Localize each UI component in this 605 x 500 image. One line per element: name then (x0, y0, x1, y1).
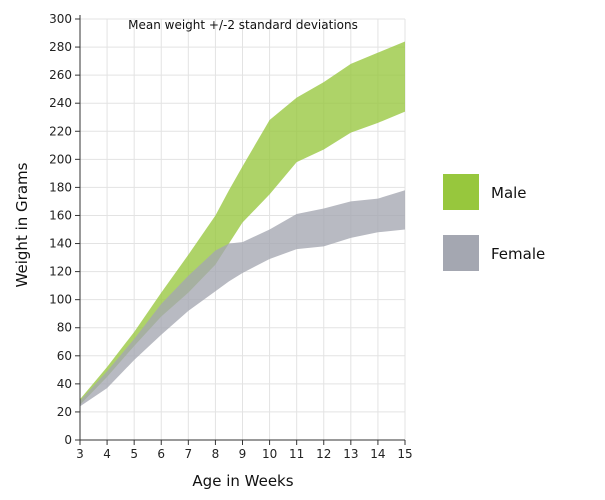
y-tick-label-200: 200 (49, 152, 72, 166)
y-tick-label-80: 80 (57, 321, 72, 335)
y-tick-label-280: 280 (49, 40, 72, 54)
y-axis-label: Weight in Grams (13, 162, 31, 287)
x-tick-label-12: 12 (316, 447, 331, 461)
y-tick-label-120: 120 (49, 265, 72, 279)
x-tick-label-5: 5 (130, 447, 138, 461)
x-tick-label-14: 14 (370, 447, 385, 461)
x-tick-label-4: 4 (103, 447, 111, 461)
band-female (80, 190, 405, 407)
y-tick-label-60: 60 (57, 349, 72, 363)
y-tick-label-160: 160 (49, 208, 72, 222)
x-tick-label-6: 6 (157, 447, 165, 461)
y-tick-label-300: 300 (49, 12, 72, 26)
x-tick-label-3: 3 (76, 447, 84, 461)
y-ticks: 0 20 40 60 80 100 120 140 160 180 200 220 240 260 280 3… (49, 12, 80, 447)
y-tick-label-20: 20 (57, 405, 72, 419)
y-tick-label-260: 260 (49, 68, 72, 82)
x-tick-label-9: 9 (239, 447, 247, 461)
bands (80, 41, 405, 407)
y-tick-label-140: 140 (49, 237, 72, 251)
x-tick-label-10: 10 (262, 447, 277, 461)
x-tick-label-15: 15 (397, 447, 412, 461)
legend-label-female: Female (491, 245, 545, 263)
legend: Male Female (443, 174, 545, 271)
y-tick-label-40: 40 (57, 377, 72, 391)
x-ticks: 3 4 5 6 7 8 9 10 11 12 13 14 15 (76, 440, 413, 461)
y-tick-label-0: 0 (64, 433, 72, 447)
legend-label-male: Male (491, 184, 527, 202)
x-tick-label-7: 7 (185, 447, 193, 461)
y-tick-label-240: 240 (49, 96, 72, 110)
legend-swatch-male (443, 174, 479, 210)
x-tick-label-13: 13 (343, 447, 358, 461)
y-tick-label-220: 220 (49, 124, 72, 138)
legend-swatch-female (443, 235, 479, 271)
y-tick-label-180: 180 (49, 180, 72, 194)
y-tick-label-100: 100 (49, 293, 72, 307)
x-tick-label-8: 8 (212, 447, 220, 461)
x-tick-label-11: 11 (289, 447, 304, 461)
x-axis-label: Age in Weeks (192, 472, 293, 490)
chart-annotation: Mean weight +/-2 standard deviations (128, 18, 358, 32)
